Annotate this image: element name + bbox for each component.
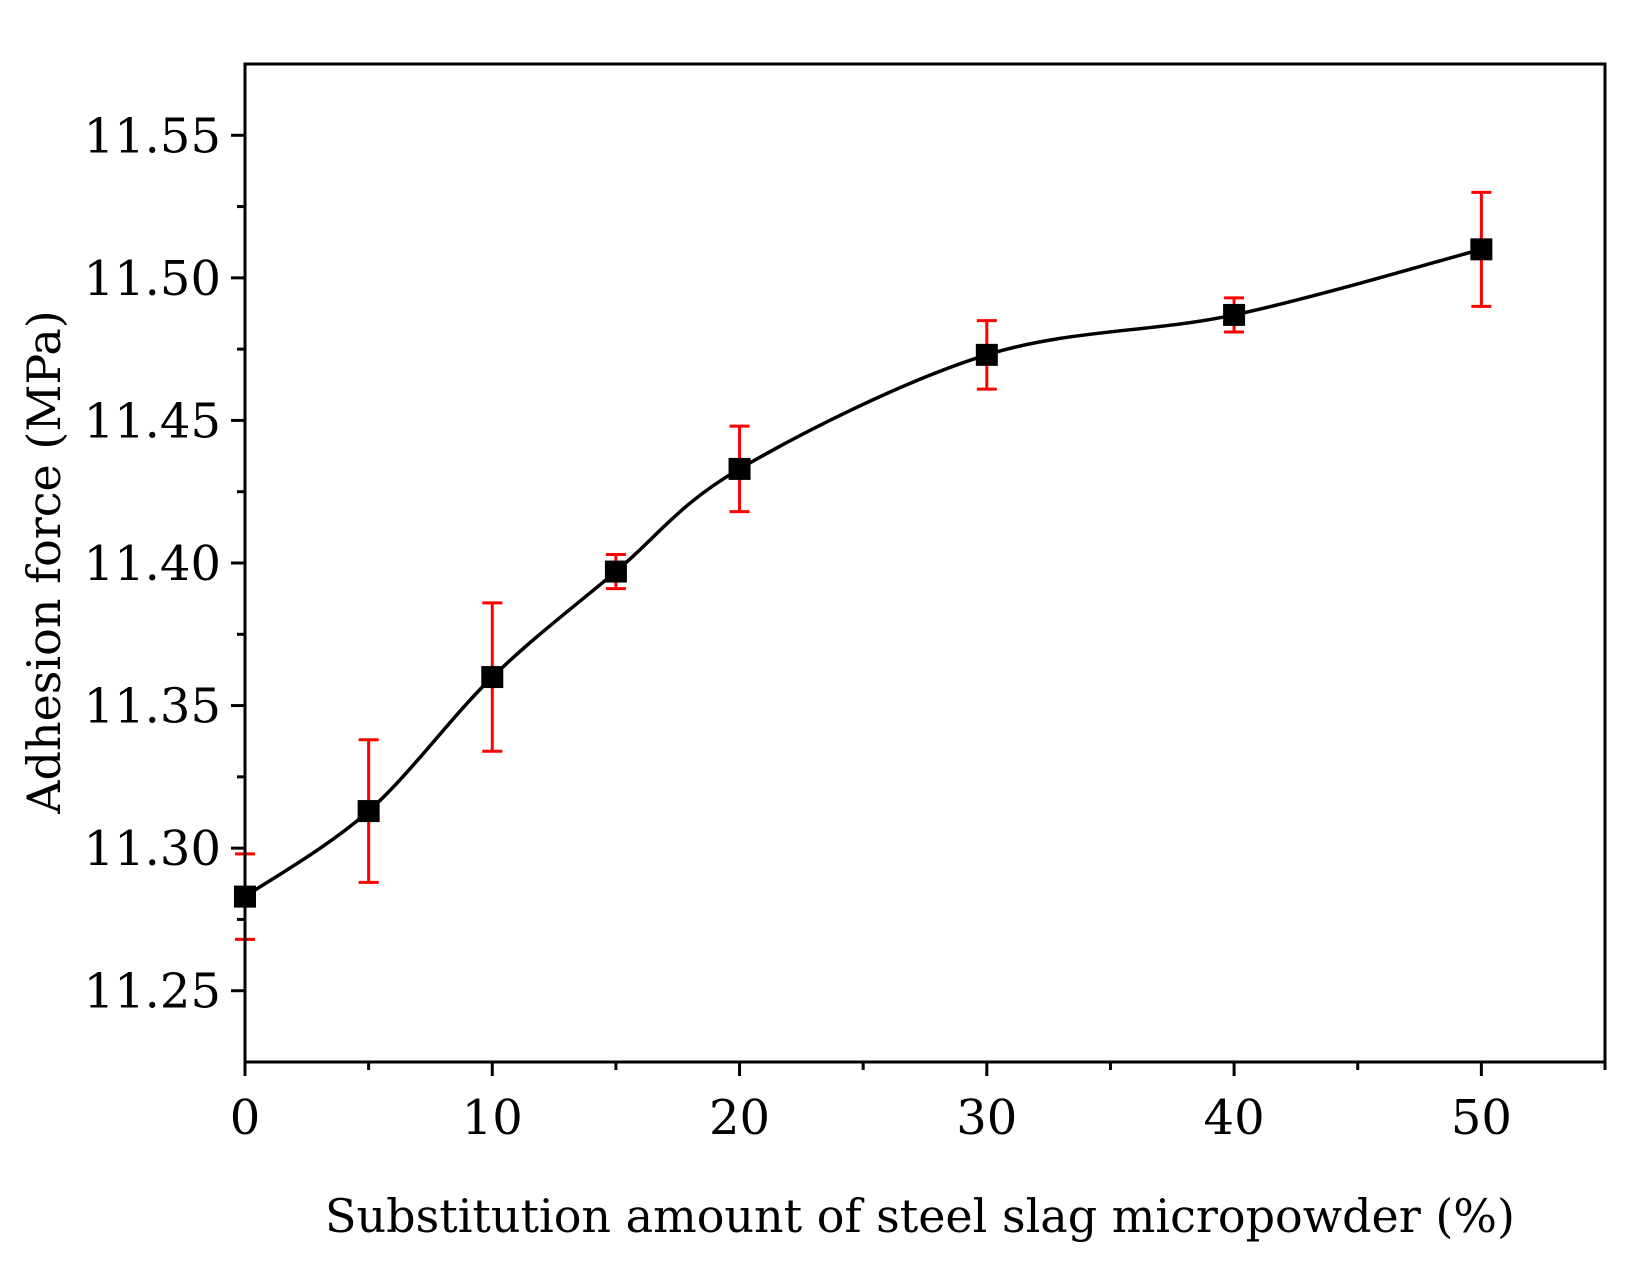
x-tick-label: 30	[956, 1090, 1017, 1146]
x-tick-label: 20	[709, 1090, 770, 1146]
y-axis-title: Adhesion force (MPa)	[17, 310, 71, 814]
y-tick-label: 11.35	[84, 679, 221, 735]
x-tick-label: 50	[1451, 1090, 1512, 1146]
x-tick-label: 0	[230, 1090, 261, 1146]
minor-ticks	[237, 205, 1607, 1070]
series-layer	[234, 190, 1493, 941]
data-point	[1223, 303, 1246, 326]
major-ticks	[231, 133, 1483, 1076]
data-point	[481, 666, 504, 689]
data-point	[728, 457, 751, 480]
series-line	[244, 247, 1482, 899]
y-tick-label: 11.40	[84, 536, 221, 592]
data-point	[604, 560, 627, 583]
data-point	[975, 343, 998, 366]
x-tick-label: 10	[462, 1090, 523, 1146]
x-tick-labels: 0 10 20 30 40 50	[230, 1090, 1512, 1146]
plot-frame	[243, 62, 1607, 1064]
y-tick-label: 11.25	[84, 964, 221, 1020]
y-tick-label: 11.45	[84, 393, 221, 449]
y-tick-label: 11.30	[84, 821, 221, 877]
y-tick-label: 11.55	[84, 108, 221, 164]
y-tick-labels: 11.25 11.30 11.35 11.40 11.45 11.50 11.55	[84, 108, 221, 1019]
data-point	[357, 800, 380, 823]
x-axis-title: Substitution amount of steel slag microp…	[325, 1189, 1515, 1243]
y-tick-label: 11.50	[84, 251, 221, 307]
data-point	[1470, 238, 1493, 261]
x-tick-label: 40	[1204, 1090, 1265, 1146]
